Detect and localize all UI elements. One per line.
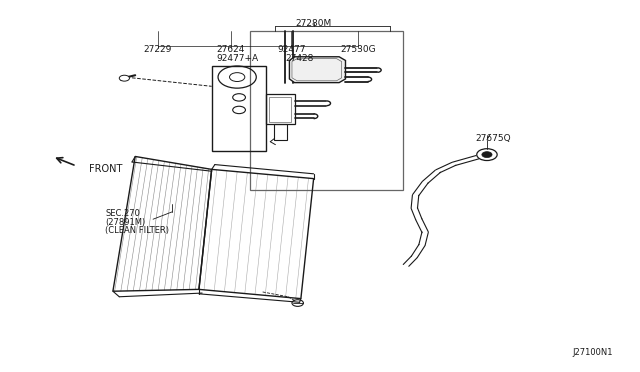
Text: (CLEAN FILTER): (CLEAN FILTER) [105,226,169,235]
Text: 27280M: 27280M [296,19,332,28]
Text: 27624: 27624 [216,45,245,54]
Text: SEC.270: SEC.270 [105,209,140,218]
Text: FRONT: FRONT [90,164,123,174]
Text: J27100N1: J27100N1 [573,349,613,357]
Text: (27891M): (27891M) [105,218,145,227]
Text: 92477: 92477 [277,45,305,54]
Text: 27530G: 27530G [340,45,376,54]
Text: 27675Q: 27675Q [476,134,511,142]
Polygon shape [289,57,346,83]
Text: 92477+A: 92477+A [216,54,258,63]
Circle shape [482,152,492,158]
Circle shape [119,75,129,81]
Text: 27229: 27229 [143,45,172,54]
Text: 27428: 27428 [285,54,314,63]
